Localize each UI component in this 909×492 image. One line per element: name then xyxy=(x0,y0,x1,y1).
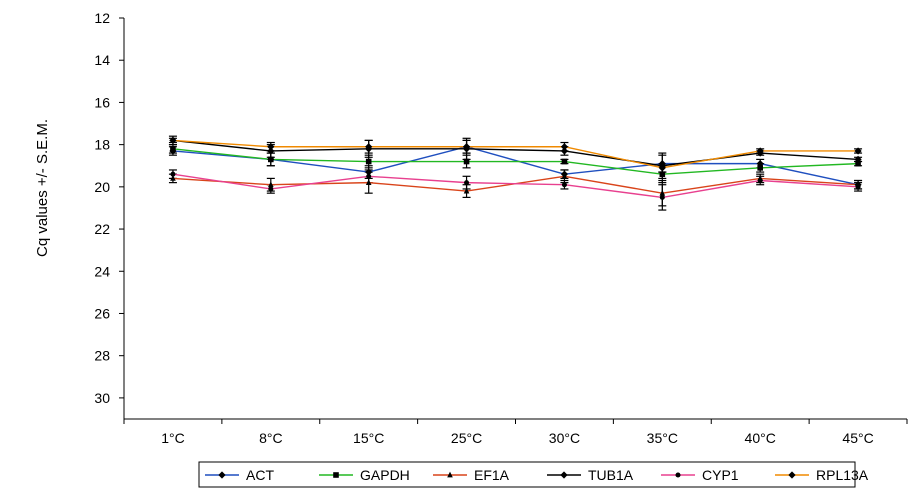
y-tick-label: 30 xyxy=(94,390,110,406)
y-tick-labels: 12 14 16 18 20 22 24 26 28 30 xyxy=(94,10,110,406)
data-point-act xyxy=(365,168,373,176)
data-point-ef1a xyxy=(170,175,176,181)
x-tick-label: 35°C xyxy=(647,430,678,446)
x-tick-label: 25°C xyxy=(451,430,482,446)
legend-label-act: ACT xyxy=(246,467,274,483)
y-tick-label: 16 xyxy=(94,94,110,110)
y-tick-label: 26 xyxy=(94,305,110,321)
legend-marker-tub1a xyxy=(560,471,568,479)
axes xyxy=(119,17,908,424)
data-point-rpl13a xyxy=(267,143,275,151)
legend-marker-rpl13a xyxy=(788,471,796,479)
x-tick-label: 15°C xyxy=(353,430,384,446)
x-tick-label: 45°C xyxy=(842,430,873,446)
y-tick-label: 14 xyxy=(94,52,110,68)
x-tick-label: 1°C xyxy=(161,430,185,446)
x-tick-label: 8°C xyxy=(259,430,283,446)
data-point-gapdh xyxy=(855,160,861,167)
x-tick-labels: 1°C 8°C 15°C 25°C 30°C 35°C 40°C 45°C xyxy=(161,430,874,446)
legend-marker-act xyxy=(218,471,226,479)
data-point-cyp1 xyxy=(464,180,470,186)
legend-marker-ef1a xyxy=(447,471,453,478)
y-axis-label: Cq values +/- S.E.M. xyxy=(34,119,51,257)
series-line-rpl13a xyxy=(172,139,859,169)
data-point-cyp1 xyxy=(268,186,274,192)
data-point-gapdh xyxy=(365,158,372,165)
data-point-cyp1 xyxy=(659,194,665,200)
x-tick-label: 40°C xyxy=(745,430,776,446)
series-lines xyxy=(172,139,859,199)
data-point-gapdh xyxy=(170,146,176,152)
legend-label-cyp1: CYP1 xyxy=(702,467,739,483)
y-tick-label: 12 xyxy=(94,10,110,26)
data-point-ef1a xyxy=(561,172,568,179)
data-point-gapdh xyxy=(268,156,274,163)
data-point-gapdh xyxy=(463,158,470,165)
data-point-cyp1 xyxy=(855,184,861,190)
data-point-tub1a xyxy=(560,147,569,155)
legend-label-tub1a: TUB1A xyxy=(588,467,634,483)
y-tick-label: 24 xyxy=(94,263,110,279)
data-point-cyp1 xyxy=(561,182,567,188)
data-point-ef1a xyxy=(659,189,666,196)
series-line-tub1a xyxy=(172,139,859,167)
series-line-act xyxy=(172,146,859,186)
series-line-ef1a xyxy=(172,175,859,194)
data-point-rpl13a xyxy=(462,143,471,151)
legend-label-ef1a: EF1A xyxy=(474,467,510,483)
data-point-rpl13a xyxy=(560,143,569,151)
data-point-tub1a xyxy=(267,147,275,155)
legend-label-gapdh: GAPDH xyxy=(360,467,410,483)
data-point-tub1a xyxy=(854,155,862,164)
y-tick-label: 20 xyxy=(94,179,110,195)
legend-marker-cyp1 xyxy=(675,472,681,478)
y-tick-label: 28 xyxy=(94,348,110,364)
data-point-cyp1 xyxy=(757,177,763,184)
series-markers xyxy=(169,136,862,200)
legend-marker-gapdh xyxy=(333,472,339,478)
data-point-rpl13a xyxy=(854,147,862,155)
data-point-cyp1 xyxy=(366,173,372,179)
data-point-rpl13a xyxy=(658,164,666,172)
data-point-rpl13a xyxy=(169,136,177,145)
data-point-gapdh xyxy=(561,158,568,165)
data-point-ef1a xyxy=(268,181,274,188)
series-line-gapdh xyxy=(172,148,859,175)
y-tick-label: 22 xyxy=(94,221,110,237)
data-point-cyp1 xyxy=(170,171,176,177)
data-point-rpl13a xyxy=(365,143,373,151)
y-tick-label: 18 xyxy=(94,137,110,153)
data-point-ef1a xyxy=(365,179,372,186)
data-point-ef1a xyxy=(463,187,470,194)
data-point-gapdh xyxy=(659,171,666,177)
legend-box xyxy=(198,461,856,488)
data-point-gapdh xyxy=(757,165,763,171)
legend-label-rpl13a: RPL13A xyxy=(816,467,869,483)
series-line-cyp1 xyxy=(172,173,859,199)
x-tick-label: 30°C xyxy=(549,430,580,446)
data-point-rpl13a xyxy=(756,147,764,155)
legend: ACT GAPDH EF1A TUB1A CYP1 RPL13A xyxy=(198,461,869,488)
